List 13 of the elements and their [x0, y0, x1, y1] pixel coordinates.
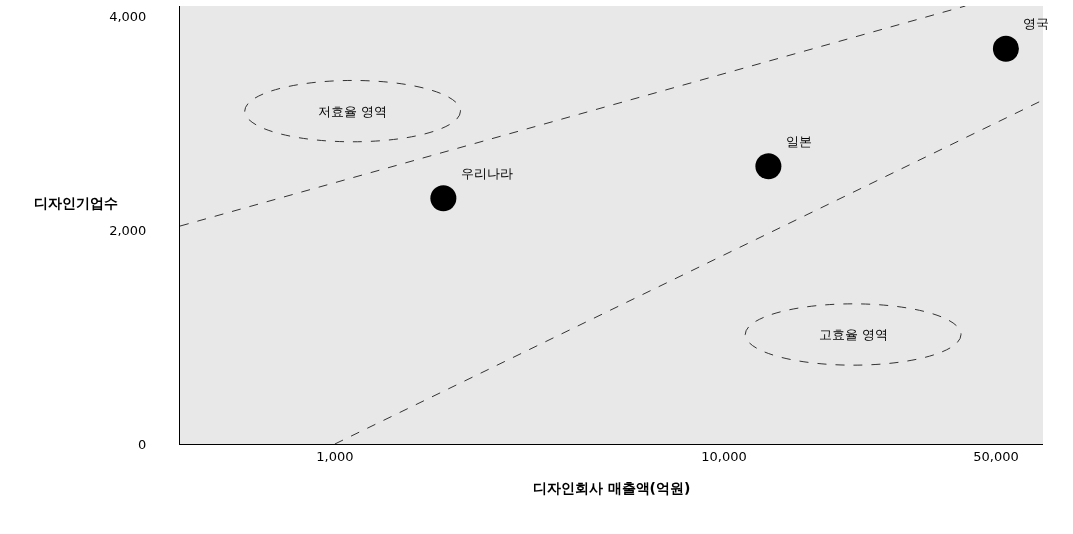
- x-tick-label: 10,000: [701, 448, 747, 464]
- annotation: 고효율 영역: [819, 327, 889, 342]
- series-label: 영국: [1023, 16, 1050, 32]
- y-tick-label: 4,000: [109, 9, 147, 25]
- x-tick-label: 50,000: [973, 448, 1019, 464]
- x-tick-label: 1,000: [316, 448, 354, 464]
- series-label: 일본: [785, 133, 812, 149]
- y-tick-label: 2,000: [109, 222, 147, 238]
- annotation: 저효율 영역: [318, 104, 388, 119]
- y-axis-title: 디자인기업수: [34, 195, 118, 211]
- series-label: 우리나라: [460, 165, 513, 181]
- y-tick-label: 0: [138, 436, 147, 452]
- x-axis-title: 디자인회사 매출액(억원): [532, 479, 691, 496]
